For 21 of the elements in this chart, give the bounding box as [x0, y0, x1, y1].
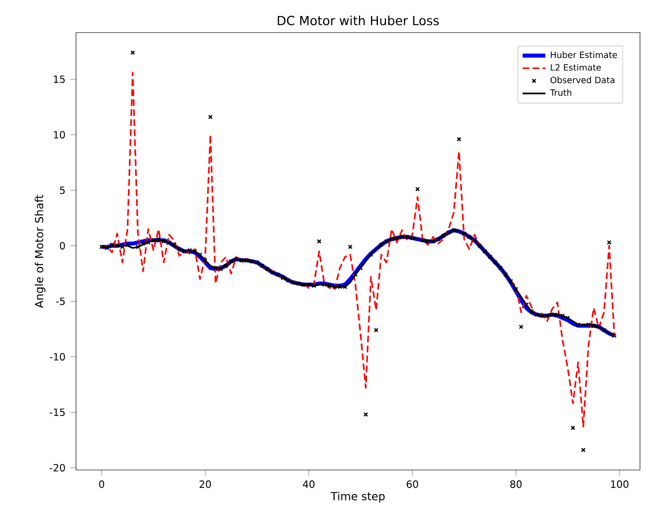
y-tick-label: 0 — [60, 242, 65, 250]
x-tick-label: 20 — [200, 480, 211, 488]
chart-title: DC Motor with Huber Loss — [278, 16, 439, 26]
legend-label: Observed Data — [550, 76, 614, 84]
x-axis-title: Time step — [330, 492, 385, 502]
legend-label: Huber Estimate — [550, 51, 618, 58]
y-axis-title: Angle of Motor Shaft — [34, 194, 46, 308]
y-tick-label: -5 — [56, 298, 65, 305]
x-tick-label: 0 — [99, 480, 104, 488]
y-tick-label: -15 — [50, 408, 65, 416]
y-tick-label: -10 — [50, 352, 65, 361]
legend-label: Truth — [550, 89, 572, 96]
x-tick-label: 60 — [406, 480, 418, 488]
x-tick-label: 80 — [510, 480, 522, 488]
x-tick-label: 100 — [611, 480, 628, 488]
x-tick-label: 40 — [302, 480, 314, 488]
y-tick-label: 5 — [60, 186, 65, 194]
y-tick-label: 15 — [54, 76, 65, 84]
y-tick-label: 10 — [54, 131, 65, 139]
legend-label: L2 Estimate — [550, 64, 601, 71]
y-tick-label: -20 — [50, 464, 65, 472]
